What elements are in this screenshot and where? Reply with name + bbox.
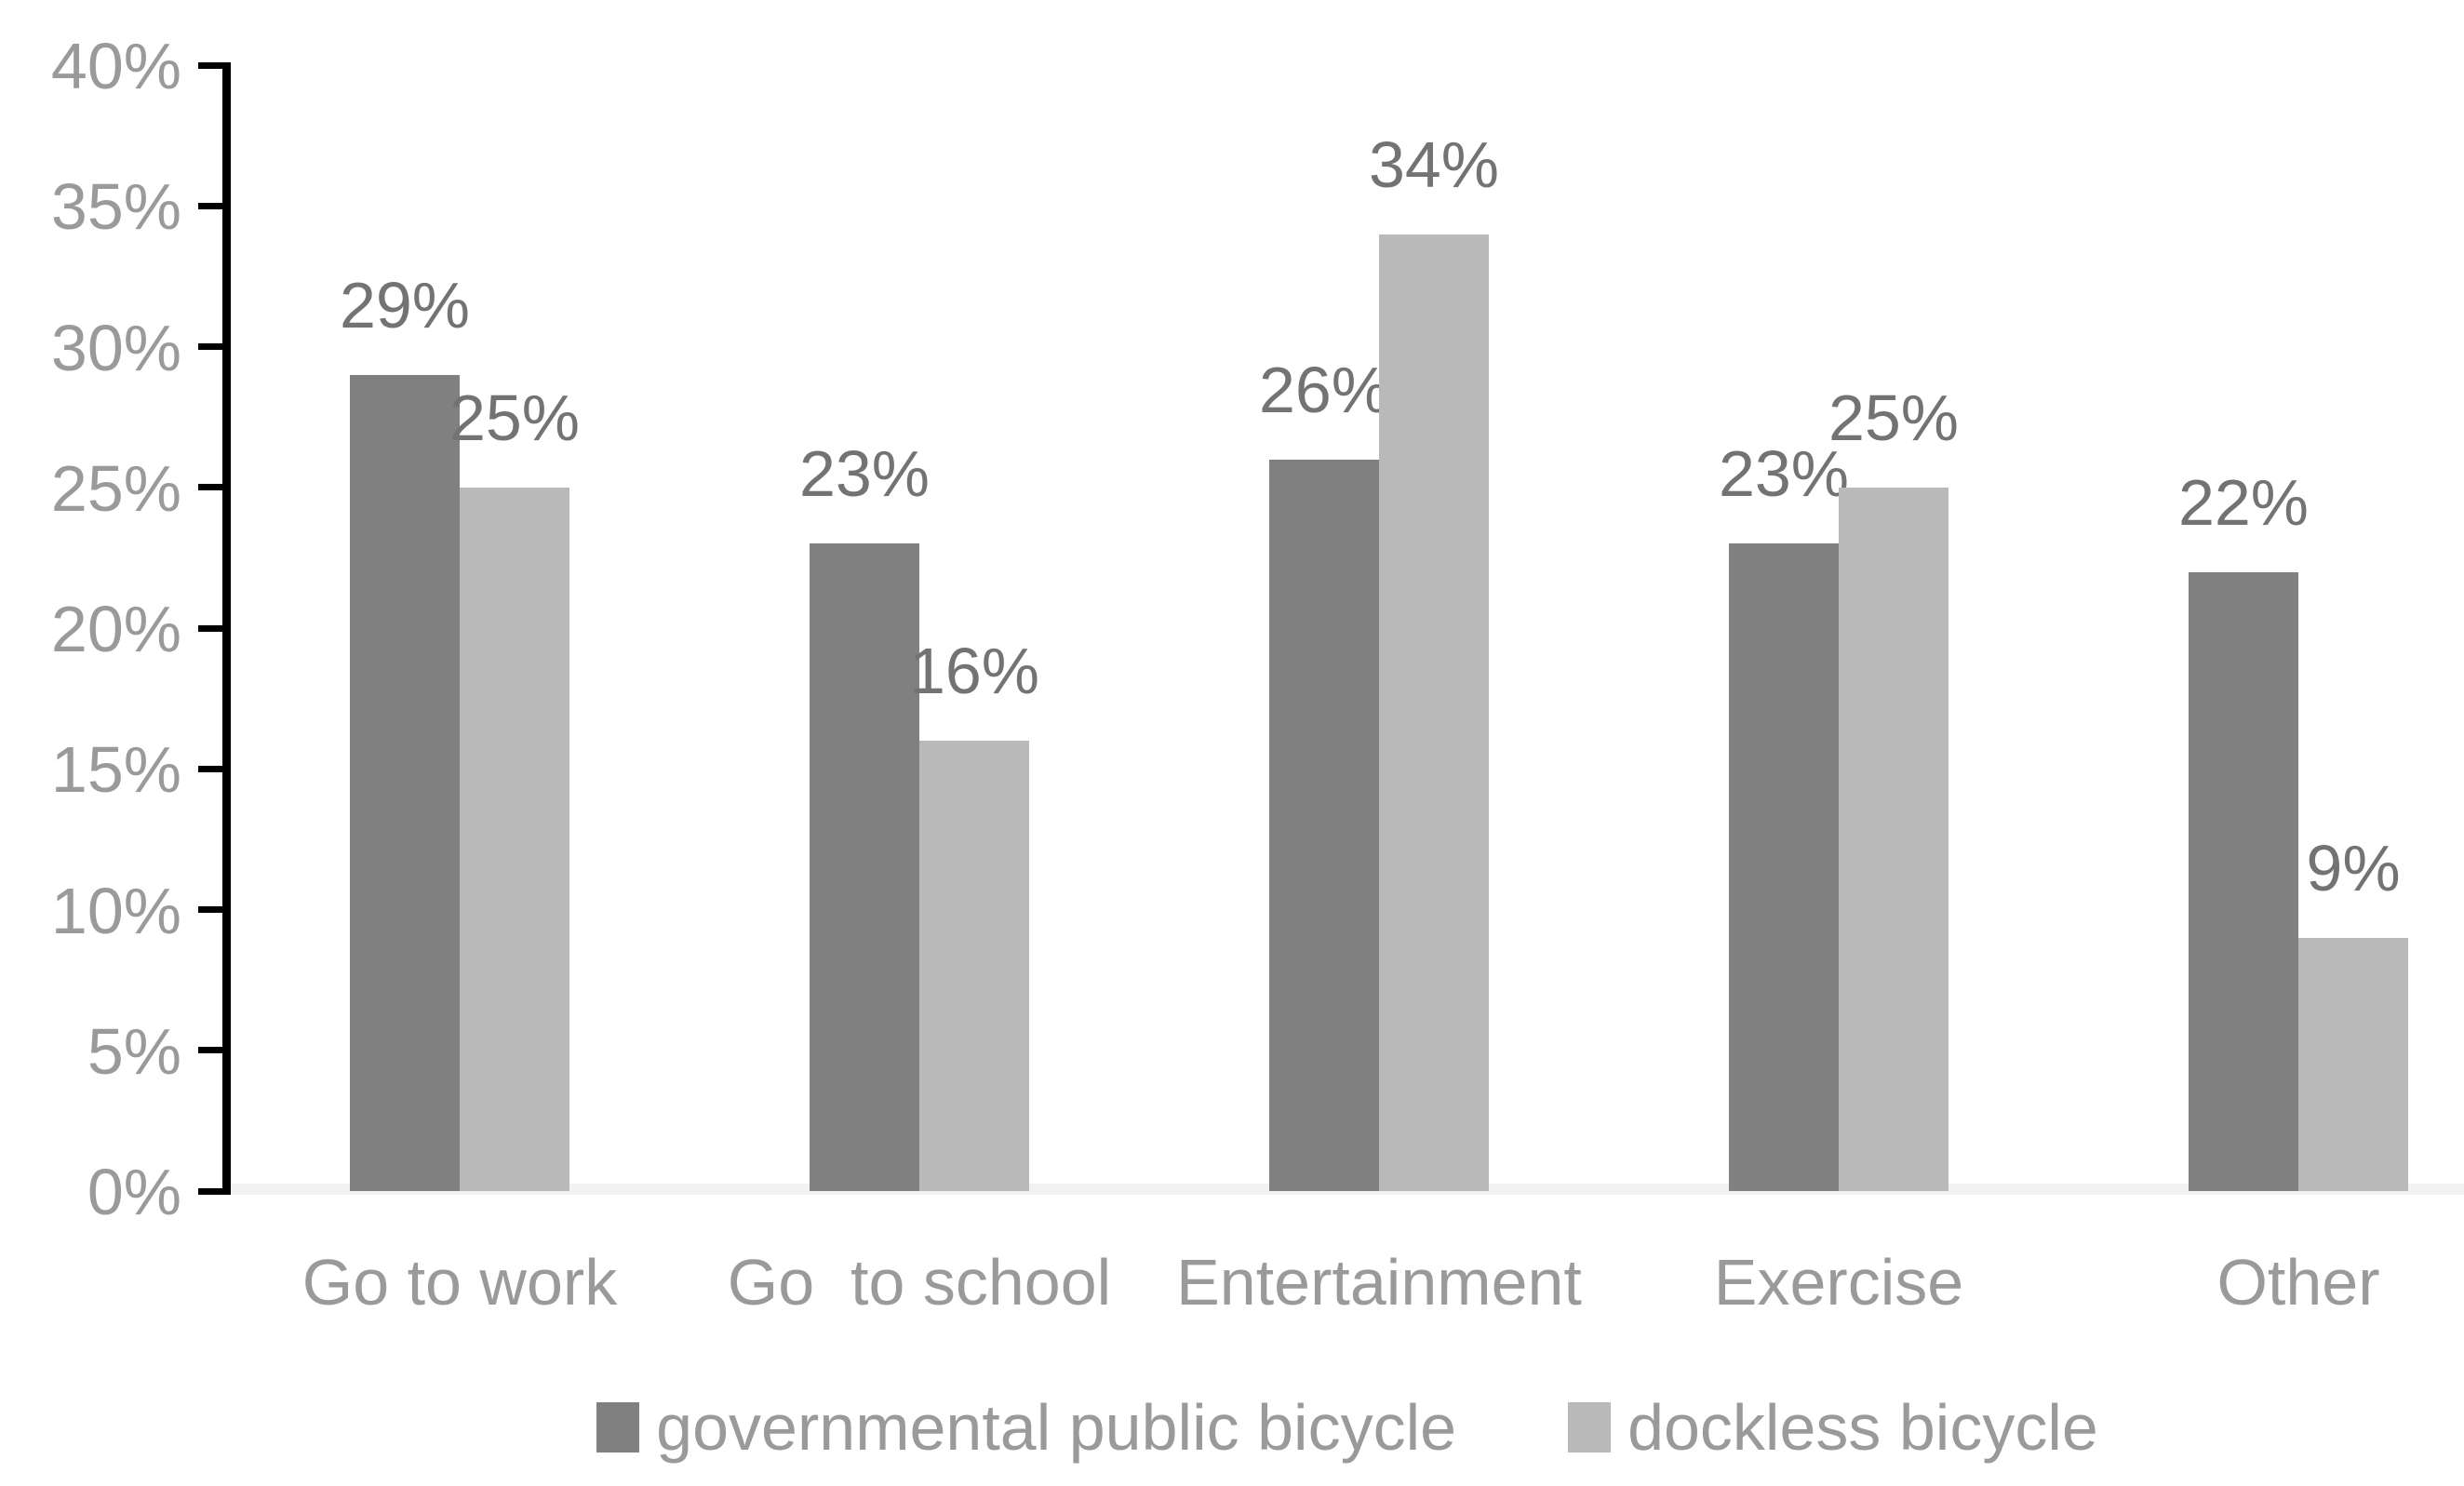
y-tick-label: 25%: [50, 451, 181, 525]
y-tick-mark: [198, 624, 231, 632]
y-tick-label: 30%: [50, 311, 181, 384]
bar: [350, 374, 460, 1191]
y-tick-mark: [198, 1187, 231, 1195]
data-label: 34%: [1368, 127, 1500, 201]
category-label: Entertainment: [1176, 1246, 1582, 1319]
category-label: Go to work: [301, 1246, 618, 1319]
y-tick-mark: [198, 202, 231, 209]
legend-swatch: [596, 1402, 640, 1453]
legend-item: dockless bicycle: [1568, 1395, 2098, 1460]
y-tick-label: 5%: [87, 1014, 181, 1088]
y-tick-mark: [198, 1047, 231, 1054]
data-label: 23%: [1718, 437, 1850, 511]
y-tick-mark: [198, 343, 231, 350]
bar: [1729, 543, 1839, 1191]
data-label: 9%: [2306, 831, 2401, 904]
y-tick-label: 40%: [50, 30, 181, 102]
bar: [1269, 459, 1379, 1191]
bar: [460, 487, 569, 1191]
bar: [1379, 234, 1489, 1191]
category-label: Exercise: [1713, 1246, 1964, 1319]
bar: [810, 543, 919, 1191]
data-label: 22%: [2177, 465, 2310, 539]
y-tick-mark: [198, 484, 231, 491]
y-tick-mark: [198, 61, 231, 69]
category-label: Other: [2216, 1246, 2380, 1319]
y-tick-label: 35%: [50, 170, 181, 244]
legend-label: dockless bicycle: [1627, 1391, 2098, 1464]
bar: [1839, 487, 1948, 1191]
y-tick-label: 20%: [50, 593, 181, 665]
data-label: 25%: [449, 381, 581, 454]
data-label: 16%: [908, 635, 1040, 707]
bar: [919, 741, 1029, 1191]
y-tick-mark: [198, 765, 231, 772]
y-tick-label: 15%: [50, 733, 181, 807]
bar: [2298, 937, 2408, 1191]
legend-item: governmental public bicycle: [596, 1395, 1456, 1460]
bar: [2189, 571, 2298, 1191]
legend-label: governmental public bicycle: [656, 1391, 1457, 1464]
y-axis-line: [222, 61, 231, 1195]
category-label: Go to school: [727, 1246, 1112, 1319]
y-tick-mark: [198, 906, 231, 913]
data-label: 29%: [339, 268, 471, 341]
data-label: 25%: [1828, 381, 1960, 454]
data-label: 23%: [798, 437, 931, 511]
y-tick-label: 10%: [50, 874, 181, 947]
legend: governmental public bicycle dockless bicy…: [231, 1395, 2464, 1460]
y-tick-label: 0%: [87, 1156, 181, 1228]
data-label: 26%: [1258, 353, 1390, 426]
legend-swatch: [1568, 1402, 1612, 1453]
